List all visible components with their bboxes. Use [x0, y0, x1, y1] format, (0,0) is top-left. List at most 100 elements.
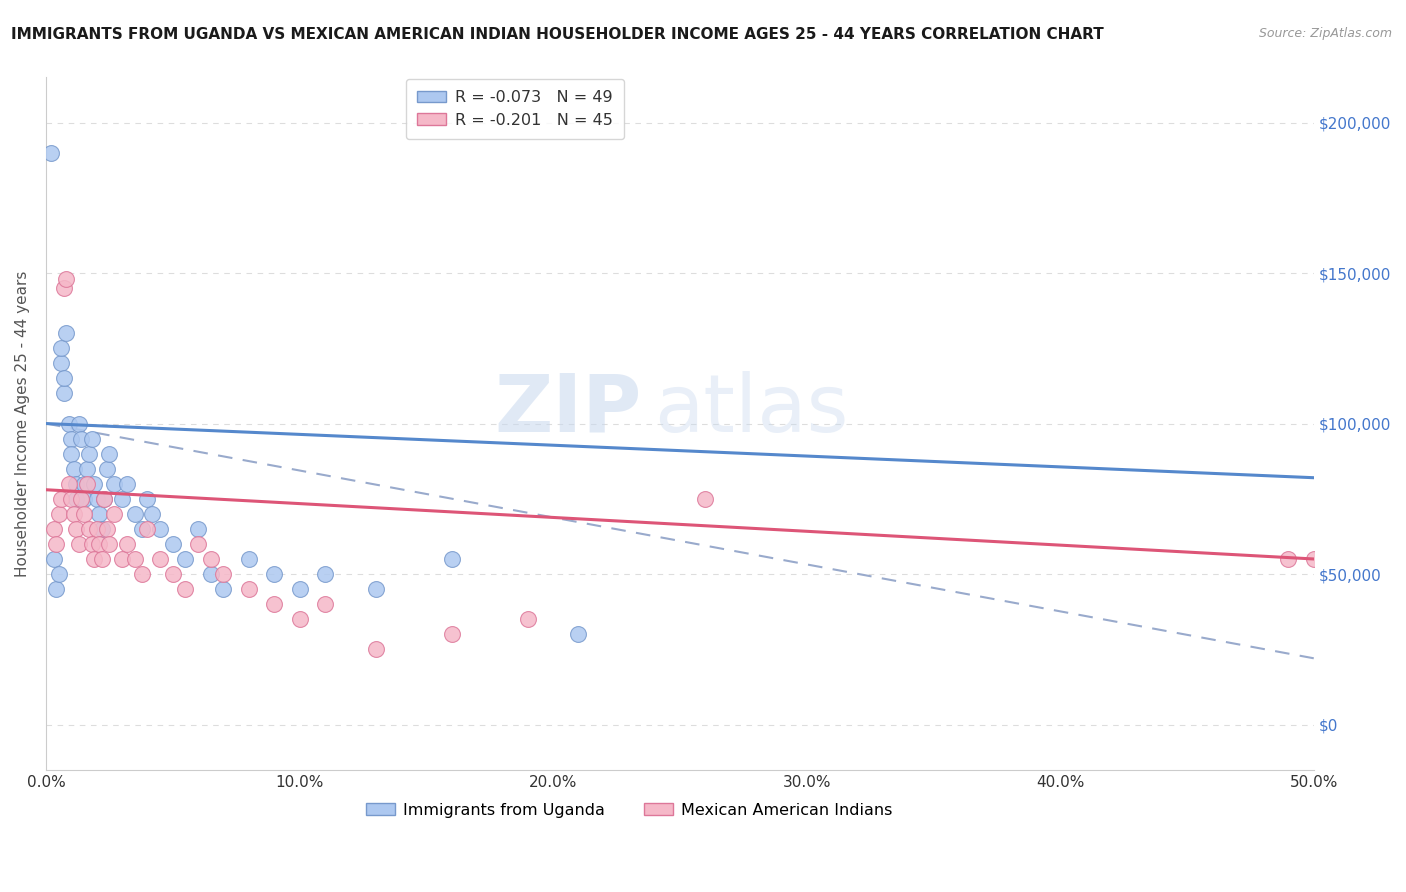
- Point: [141, 507, 163, 521]
- Point: [98, 537, 121, 551]
- Point: [238, 552, 260, 566]
- Point: [124, 507, 146, 521]
- Point: [63, 507, 86, 521]
- Point: [90, 522, 112, 536]
- Point: [131, 522, 153, 536]
- Point: [73, 476, 96, 491]
- Point: [288, 582, 311, 596]
- Point: [364, 582, 387, 596]
- Point: [124, 552, 146, 566]
- Point: [45, 537, 67, 551]
- Legend: Immigrants from Uganda, Mexican American Indians: Immigrants from Uganda, Mexican American…: [360, 797, 898, 824]
- Point: [93, 491, 115, 506]
- Point: [136, 522, 159, 536]
- Point: [149, 552, 172, 566]
- Point: [83, 476, 105, 491]
- Point: [115, 537, 138, 551]
- Point: [200, 552, 222, 566]
- Text: Source: ZipAtlas.com: Source: ZipAtlas.com: [1258, 27, 1392, 40]
- Point: [42, 552, 65, 566]
- Point: [70, 432, 93, 446]
- Point: [98, 447, 121, 461]
- Point: [90, 552, 112, 566]
- Point: [65, 491, 87, 506]
- Point: [45, 582, 67, 596]
- Point: [131, 567, 153, 582]
- Point: [115, 476, 138, 491]
- Point: [52, 281, 75, 295]
- Point: [55, 272, 77, 286]
- Point: [174, 552, 197, 566]
- Point: [52, 386, 75, 401]
- Point: [80, 432, 103, 446]
- Point: [314, 567, 336, 582]
- Point: [48, 507, 70, 521]
- Point: [73, 507, 96, 521]
- Point: [76, 476, 98, 491]
- Point: [314, 597, 336, 611]
- Y-axis label: Householder Income Ages 25 - 44 years: Householder Income Ages 25 - 44 years: [15, 270, 30, 577]
- Point: [440, 627, 463, 641]
- Point: [212, 567, 235, 582]
- Point: [86, 491, 108, 506]
- Point: [1277, 552, 1299, 566]
- Point: [58, 476, 80, 491]
- Point: [65, 522, 87, 536]
- Point: [51, 341, 73, 355]
- Point: [83, 552, 105, 566]
- Point: [238, 582, 260, 596]
- Point: [200, 567, 222, 582]
- Point: [76, 461, 98, 475]
- Point: [1302, 552, 1324, 566]
- Point: [96, 461, 118, 475]
- Point: [93, 491, 115, 506]
- Point: [39, 145, 62, 160]
- Point: [516, 612, 538, 626]
- Point: [212, 582, 235, 596]
- Point: [440, 552, 463, 566]
- Point: [149, 522, 172, 536]
- Point: [55, 326, 77, 341]
- Text: IMMIGRANTS FROM UGANDA VS MEXICAN AMERICAN INDIAN HOUSEHOLDER INCOME AGES 25 - 4: IMMIGRANTS FROM UGANDA VS MEXICAN AMERIC…: [11, 27, 1104, 42]
- Point: [52, 371, 75, 385]
- Point: [187, 537, 209, 551]
- Point: [89, 537, 111, 551]
- Point: [86, 522, 108, 536]
- Point: [103, 476, 125, 491]
- Point: [80, 537, 103, 551]
- Point: [89, 507, 111, 521]
- Point: [70, 491, 93, 506]
- Text: atlas: atlas: [655, 371, 849, 449]
- Point: [58, 417, 80, 431]
- Point: [77, 447, 100, 461]
- Point: [42, 522, 65, 536]
- Point: [695, 491, 717, 506]
- Point: [263, 567, 285, 582]
- Point: [288, 612, 311, 626]
- Point: [567, 627, 589, 641]
- Point: [263, 597, 285, 611]
- Point: [187, 522, 209, 536]
- Point: [96, 522, 118, 536]
- Point: [60, 491, 83, 506]
- Point: [51, 356, 73, 370]
- Point: [111, 552, 134, 566]
- Point: [60, 447, 83, 461]
- Point: [162, 567, 184, 582]
- Point: [63, 461, 86, 475]
- Point: [51, 491, 73, 506]
- Point: [136, 491, 159, 506]
- Point: [67, 537, 90, 551]
- Point: [364, 642, 387, 657]
- Point: [111, 491, 134, 506]
- Point: [162, 537, 184, 551]
- Point: [73, 491, 96, 506]
- Point: [67, 417, 90, 431]
- Point: [103, 507, 125, 521]
- Point: [65, 476, 87, 491]
- Point: [48, 567, 70, 582]
- Point: [60, 432, 83, 446]
- Point: [77, 522, 100, 536]
- Text: ZIP: ZIP: [495, 371, 641, 449]
- Point: [174, 582, 197, 596]
